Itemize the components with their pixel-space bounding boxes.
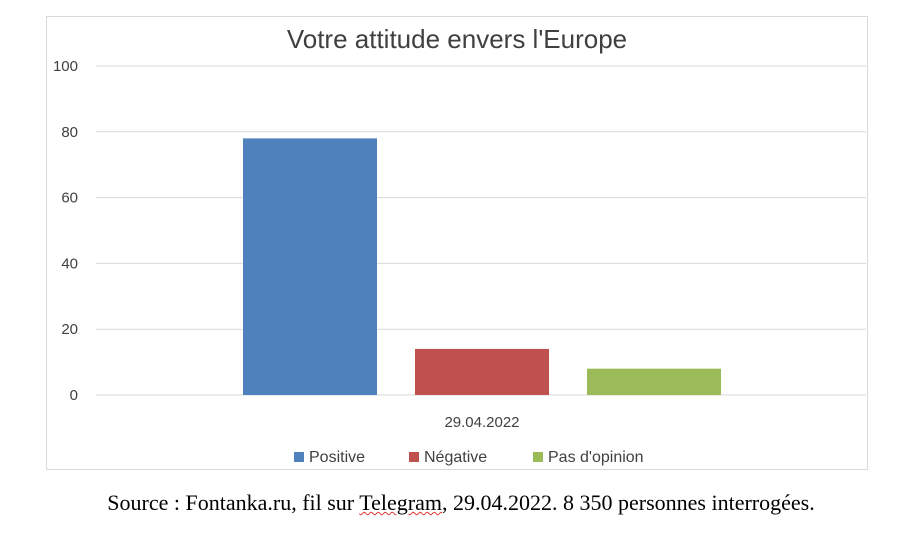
legend-swatch bbox=[409, 452, 419, 462]
source-caption: Source : Fontanka.ru, fil sur Telegram, … bbox=[0, 490, 922, 516]
y-tick-label: 20 bbox=[61, 321, 78, 338]
y-tick-label: 60 bbox=[61, 190, 78, 207]
y-tick-label: 0 bbox=[70, 387, 78, 404]
legend-label: Pas d'opinion bbox=[548, 449, 644, 466]
chart-title: Votre attitude envers l'Europe bbox=[287, 24, 627, 54]
bar-n-gative bbox=[415, 348, 549, 395]
legend: Positive Négative Pas d'opinion bbox=[294, 449, 644, 466]
source-prefix: Source : Fontanka.ru, fil sur bbox=[107, 490, 360, 515]
grid bbox=[96, 65, 866, 396]
bar-chart: Votre attitude envers l'Europe 0 20 40 60 80… bbox=[53, 24, 866, 466]
bar-pas-d-opinion bbox=[587, 368, 721, 395]
legend-label: Négative bbox=[424, 449, 487, 466]
y-tick-label: 40 bbox=[61, 255, 78, 272]
legend-swatch bbox=[533, 452, 543, 462]
source-suffix: , 29.04.2022. 8 350 personnes interrogée… bbox=[441, 490, 815, 515]
bar-positive bbox=[243, 138, 377, 395]
y-tick-label: 80 bbox=[61, 124, 78, 141]
legend-label: Positive bbox=[309, 449, 365, 466]
source-underlined: Telegram bbox=[359, 490, 442, 515]
y-axis-ticks: 0 20 40 60 80 100 bbox=[53, 58, 78, 404]
x-tick-label: 29.04.2022 bbox=[444, 414, 519, 431]
legend-swatch bbox=[294, 452, 304, 462]
bars bbox=[243, 138, 721, 395]
y-tick-label: 100 bbox=[53, 58, 78, 75]
x-axis-ticks: 29.04.2022 bbox=[444, 414, 519, 431]
